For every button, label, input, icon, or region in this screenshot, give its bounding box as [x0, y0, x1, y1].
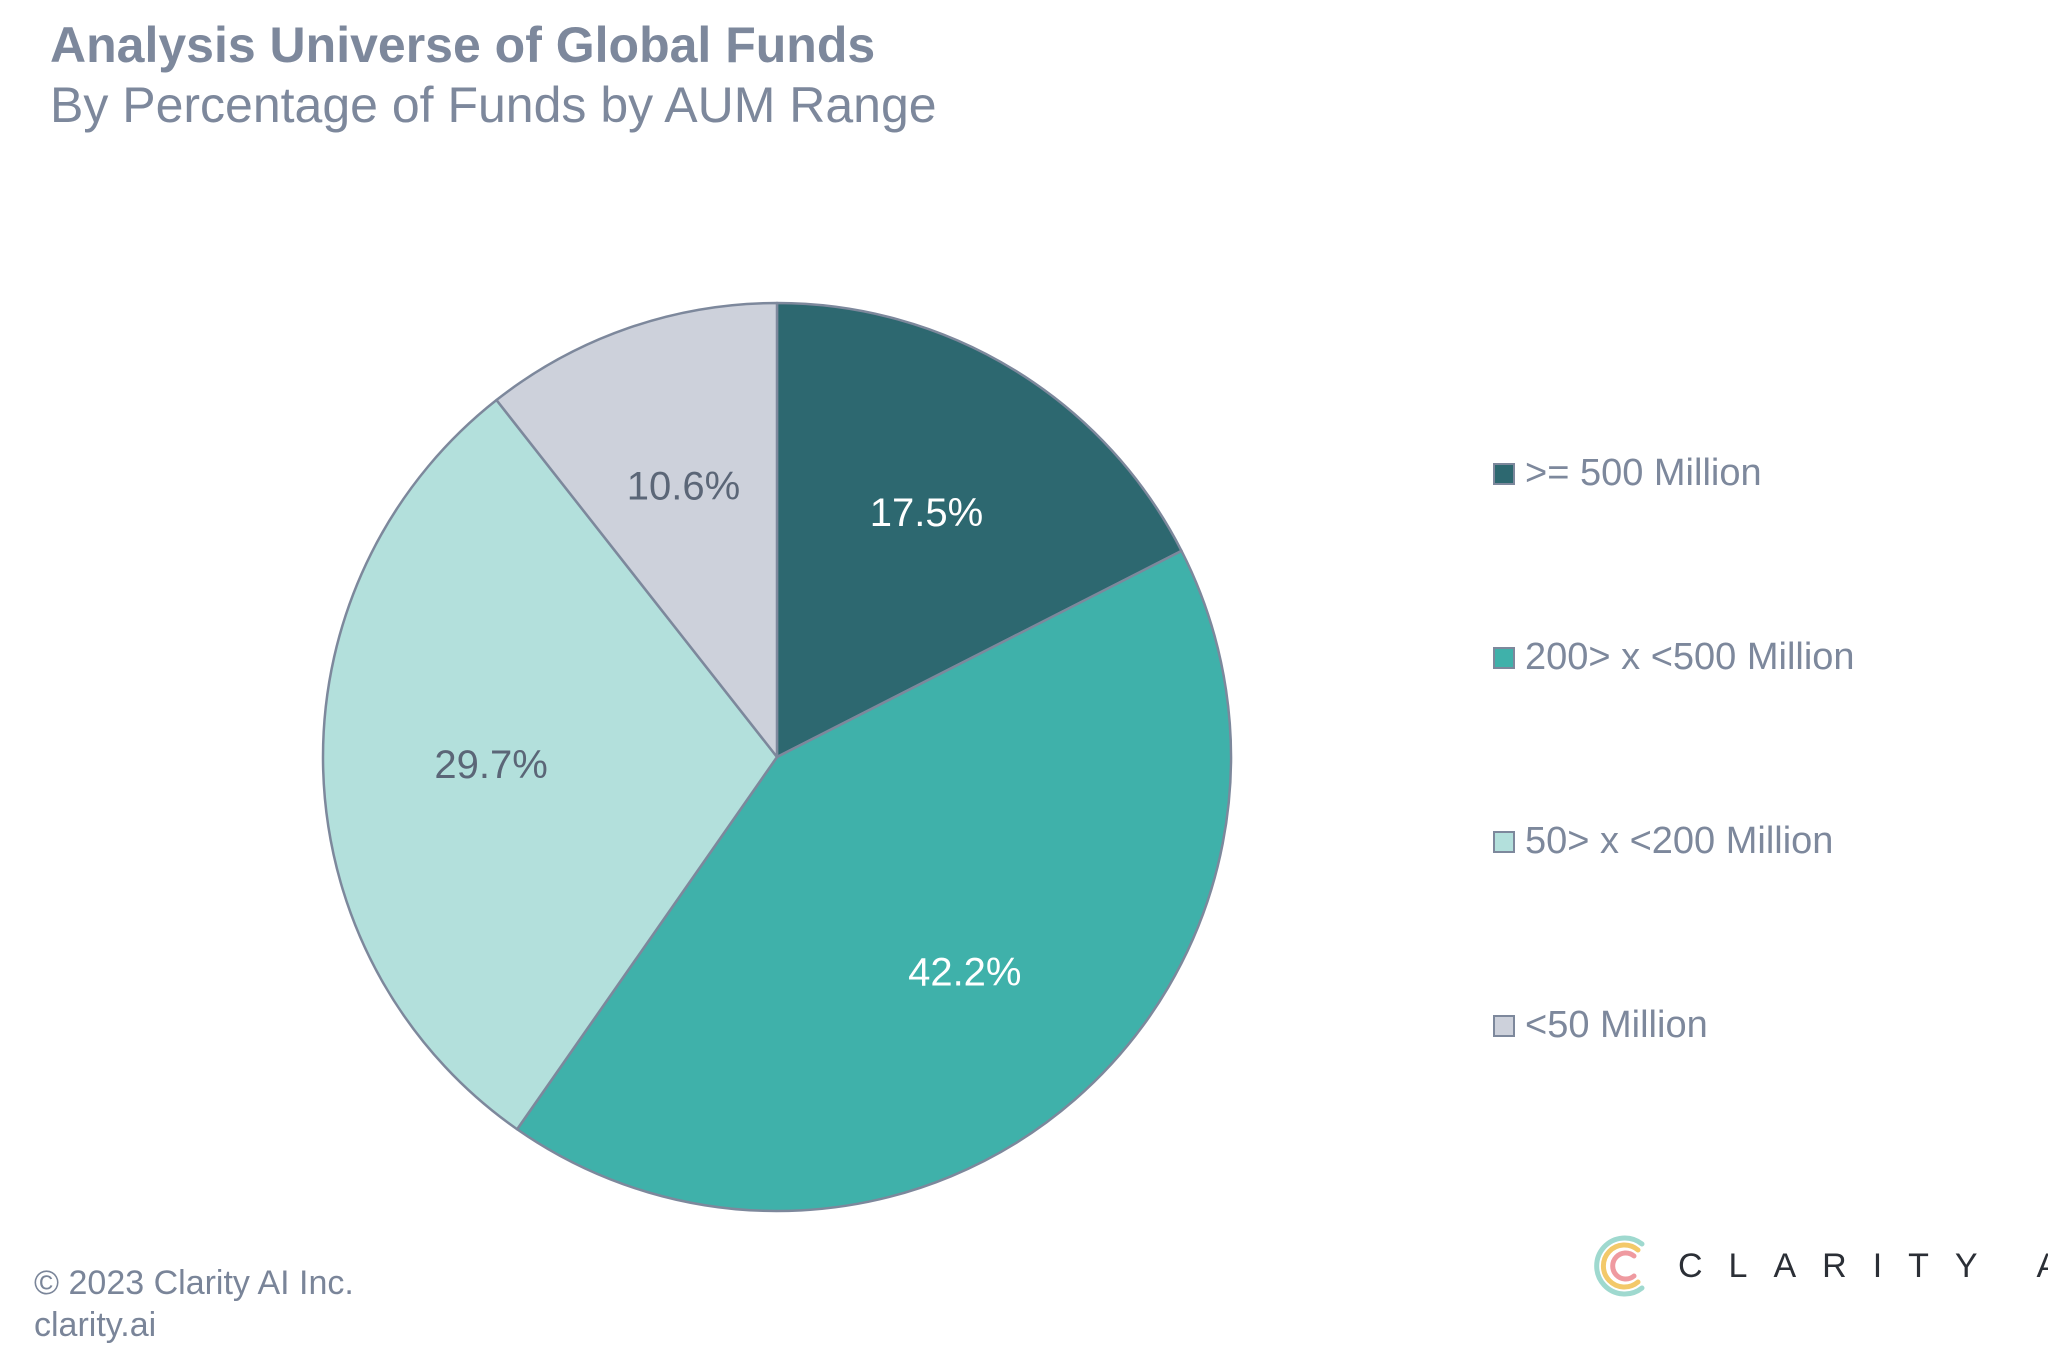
legend-label: <50 Million: [1525, 1004, 1708, 1046]
legend-item-50-200: 50> x <200 Million: [1493, 820, 1833, 863]
legend-swatch: [1493, 830, 1515, 853]
pie-slice-under-50: [495, 301, 779, 759]
legend-label: 200> x <500 Million: [1525, 636, 1855, 678]
copyright-text: © 2023 Clarity AI Inc.: [34, 1264, 354, 1302]
chart-title: Analysis Universe of Global Funds: [50, 17, 876, 73]
clarity-c-logo-icon: [1594, 1235, 1645, 1297]
legend-swatch: [1493, 462, 1515, 485]
legend-item-500-plus: >= 500 Million: [1493, 452, 1762, 495]
pie-slice-200-500: [515, 549, 1233, 1213]
pie-chart: 17.5% 42.2% 29.7% 10.6%: [321, 301, 1233, 1213]
slice-label-200-500: 42.2%: [908, 951, 1021, 995]
slice-label-500-plus: 17.5%: [870, 491, 983, 535]
brand-logo: CLARITY AI: [1594, 1228, 2048, 1304]
legend-swatch: [1493, 1014, 1515, 1037]
legend-item-200-500: 200> x <500 Million: [1493, 636, 1855, 679]
footer: © 2023 Clarity AI Inc. clarity.ai: [34, 1262, 354, 1346]
slice-label-under-50: 10.6%: [627, 465, 740, 509]
legend-label: 50> x <200 Million: [1525, 820, 1834, 862]
slice-label-50-200: 29.7%: [434, 743, 547, 787]
pie-slice-50-200: [321, 398, 779, 1131]
legend-swatch: [1493, 646, 1515, 669]
legend-item-under-50: <50 Million: [1493, 1004, 1708, 1047]
brand-name: CLARITY AI: [1678, 1246, 2048, 1285]
pie-slice-500-plus: [775, 301, 1183, 759]
chart-subtitle: By Percentage of Funds by AUM Range: [50, 77, 937, 133]
legend-label: >= 500 Million: [1525, 452, 1762, 494]
website-text: clarity.ai: [34, 1306, 157, 1344]
